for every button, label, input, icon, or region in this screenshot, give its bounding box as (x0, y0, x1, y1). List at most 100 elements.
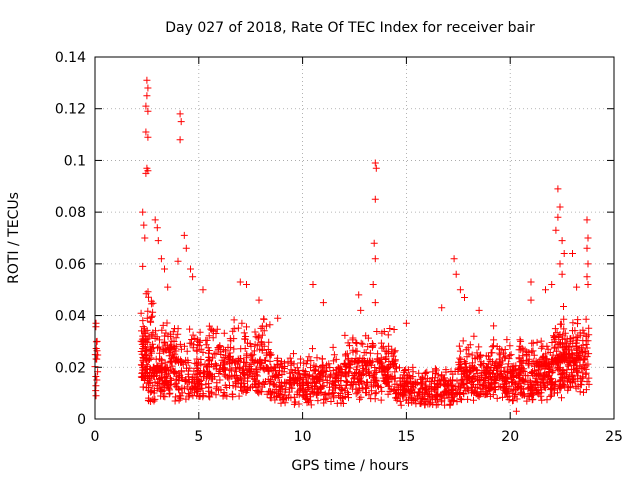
data-point (343, 388, 351, 396)
data-point (464, 395, 472, 403)
x-axis-label: GPS time / hours (291, 458, 408, 474)
data-point (372, 389, 380, 397)
data-point (398, 382, 406, 390)
data-point (278, 357, 285, 365)
x-tick-label: 20 (501, 429, 519, 445)
data-point (323, 378, 331, 386)
data-point (271, 396, 279, 404)
data-point (375, 364, 383, 372)
data-point (159, 321, 167, 329)
data-point (429, 374, 436, 382)
data-point (456, 354, 464, 362)
data-point (584, 234, 592, 242)
data-point (274, 361, 282, 369)
data-point (362, 389, 370, 397)
data-point (371, 390, 379, 398)
data-point (568, 369, 576, 377)
data-point (450, 255, 458, 263)
data-point (240, 369, 247, 377)
data-point (493, 343, 501, 350)
data-point (562, 339, 570, 347)
data-point (352, 355, 360, 362)
data-point (151, 395, 159, 403)
data-point (357, 306, 365, 314)
data-point (572, 382, 580, 390)
data-point (257, 338, 265, 346)
data-point (357, 393, 365, 401)
data-point (427, 399, 435, 407)
data-point (474, 392, 482, 399)
data-point (184, 390, 192, 397)
data-point (255, 296, 263, 304)
data-point (490, 322, 498, 330)
data-point (582, 386, 590, 394)
data-point (396, 364, 403, 372)
data-point (320, 399, 328, 407)
data-point (412, 381, 419, 389)
data-point (552, 226, 560, 234)
data-point (550, 385, 558, 393)
data-point (306, 390, 314, 398)
data-point (391, 347, 399, 355)
data-point (182, 395, 190, 403)
data-point (367, 378, 375, 386)
data-point (556, 203, 564, 211)
data-point (318, 382, 326, 390)
data-point (377, 383, 385, 391)
data-point (433, 391, 441, 399)
data-point (540, 379, 548, 387)
data-point (355, 291, 363, 299)
data-point (254, 334, 262, 342)
data-point (362, 384, 369, 392)
data-point (566, 343, 574, 351)
data-point (224, 355, 232, 363)
data-point (209, 334, 217, 342)
data-point (455, 342, 463, 350)
data-point (317, 370, 324, 377)
data-point (475, 306, 483, 314)
data-point (521, 378, 529, 386)
data-point (191, 335, 199, 342)
data-point (433, 366, 440, 374)
data-point (458, 377, 466, 385)
data-point (195, 393, 203, 400)
data-point (384, 390, 392, 398)
data-point (262, 322, 270, 330)
data-point (533, 379, 541, 386)
data-point (138, 327, 145, 335)
data-point (140, 221, 148, 229)
data-point (172, 393, 180, 401)
data-point (581, 353, 589, 361)
data-point (153, 362, 161, 370)
data-point (460, 390, 468, 398)
data-point (530, 351, 538, 359)
data-point (477, 360, 484, 368)
plot-frame (94, 56, 615, 420)
data-point (319, 299, 327, 307)
data-point (520, 367, 528, 375)
data-point (558, 374, 566, 382)
data-point (290, 400, 298, 408)
data-point (500, 367, 508, 375)
y-axis-label: ROTI / TECUs (6, 192, 22, 284)
data-point (561, 382, 569, 390)
data-point (487, 349, 495, 357)
data-point (466, 341, 474, 349)
data-point (468, 387, 476, 395)
data-point (540, 354, 548, 362)
data-point (377, 359, 385, 367)
data-point (505, 355, 513, 363)
data-point (262, 356, 269, 364)
data-point (491, 359, 499, 367)
data-point (150, 389, 158, 397)
data-point (527, 296, 535, 304)
data-point (144, 167, 152, 175)
data-point (151, 216, 159, 224)
data-point (346, 342, 353, 350)
data-point (148, 300, 156, 308)
data-point (297, 355, 305, 363)
data-point (355, 387, 363, 395)
data-point (303, 386, 311, 393)
data-point (569, 319, 577, 327)
data-point (171, 381, 179, 389)
